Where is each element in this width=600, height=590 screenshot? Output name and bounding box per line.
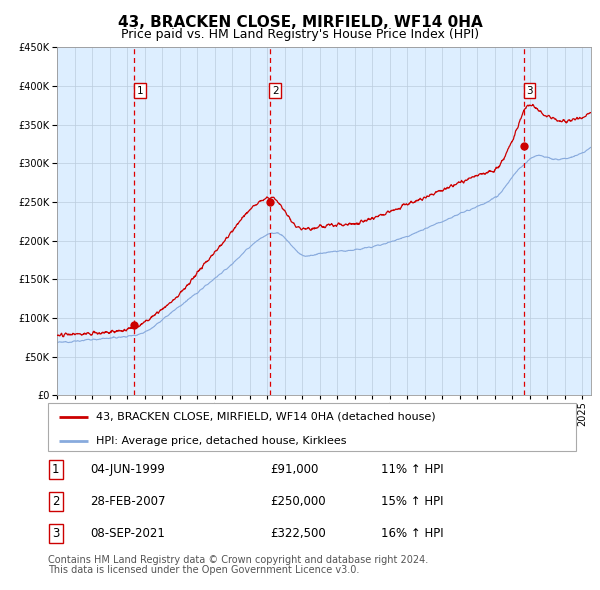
Text: 16% ↑ HPI: 16% ↑ HPI bbox=[380, 527, 443, 540]
Text: 2: 2 bbox=[52, 495, 59, 508]
Text: HPI: Average price, detached house, Kirklees: HPI: Average price, detached house, Kirk… bbox=[95, 435, 346, 445]
Text: 3: 3 bbox=[52, 527, 59, 540]
FancyBboxPatch shape bbox=[48, 403, 576, 451]
Text: 15% ↑ HPI: 15% ↑ HPI bbox=[380, 495, 443, 508]
Text: 08-SEP-2021: 08-SEP-2021 bbox=[90, 527, 165, 540]
Text: Contains HM Land Registry data © Crown copyright and database right 2024.: Contains HM Land Registry data © Crown c… bbox=[48, 555, 428, 565]
Text: 2: 2 bbox=[272, 86, 278, 96]
Text: 28-FEB-2007: 28-FEB-2007 bbox=[90, 495, 166, 508]
Text: 1: 1 bbox=[136, 86, 143, 96]
Text: 11% ↑ HPI: 11% ↑ HPI bbox=[380, 463, 443, 476]
Text: 04-JUN-1999: 04-JUN-1999 bbox=[90, 463, 165, 476]
Text: This data is licensed under the Open Government Licence v3.0.: This data is licensed under the Open Gov… bbox=[48, 565, 359, 575]
Text: £250,000: £250,000 bbox=[270, 495, 325, 508]
Text: 43, BRACKEN CLOSE, MIRFIELD, WF14 0HA (detached house): 43, BRACKEN CLOSE, MIRFIELD, WF14 0HA (d… bbox=[95, 411, 435, 421]
Text: 43, BRACKEN CLOSE, MIRFIELD, WF14 0HA: 43, BRACKEN CLOSE, MIRFIELD, WF14 0HA bbox=[118, 15, 482, 30]
Text: £322,500: £322,500 bbox=[270, 527, 326, 540]
Text: 1: 1 bbox=[52, 463, 59, 476]
Text: £91,000: £91,000 bbox=[270, 463, 318, 476]
Text: Price paid vs. HM Land Registry's House Price Index (HPI): Price paid vs. HM Land Registry's House … bbox=[121, 28, 479, 41]
Text: 3: 3 bbox=[526, 86, 533, 96]
